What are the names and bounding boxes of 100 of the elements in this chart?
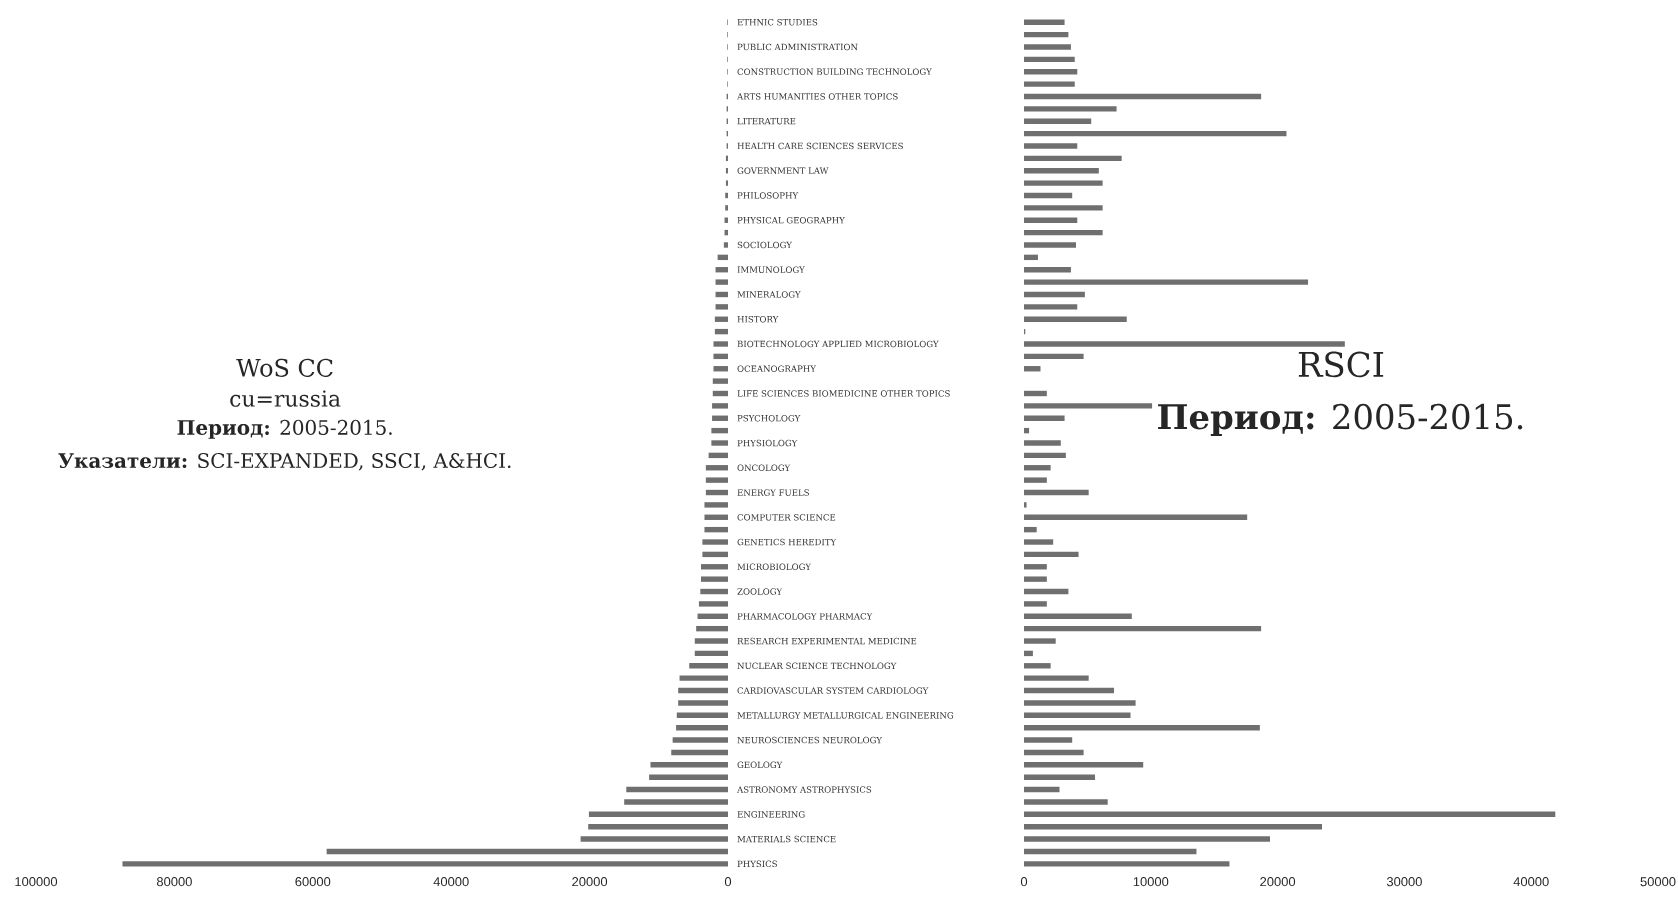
- bar: [1024, 823, 1322, 830]
- bar: [1024, 279, 1309, 285]
- bar: [1024, 700, 1136, 706]
- bar: [1024, 168, 1099, 174]
- bar: [712, 403, 728, 409]
- bar: [1024, 712, 1131, 718]
- bar: [624, 799, 728, 805]
- bar: [1024, 155, 1122, 162]
- bar: [704, 514, 728, 520]
- bar: [1024, 737, 1073, 743]
- bar: [701, 564, 728, 570]
- bar: [1024, 675, 1089, 681]
- bar: [1024, 526, 1037, 533]
- bar: [708, 452, 728, 459]
- bar: [1024, 625, 1262, 632]
- bar: [701, 576, 728, 582]
- bar: [580, 836, 728, 842]
- bar: [588, 823, 728, 830]
- bar: [1024, 861, 1230, 867]
- bar: [1024, 242, 1076, 248]
- bar: [679, 675, 728, 681]
- bar: [1024, 304, 1078, 310]
- bar: [1024, 465, 1051, 471]
- bar: [1024, 638, 1056, 644]
- bar: [715, 291, 728, 298]
- bar: [1024, 811, 1556, 818]
- bar: [1024, 551, 1079, 558]
- bar: [626, 786, 728, 793]
- bar: [697, 613, 728, 619]
- bar: [1024, 663, 1051, 669]
- annotation: cu=russia: [230, 390, 341, 407]
- bar: [1024, 613, 1132, 619]
- annotation: RSCI: [1298, 351, 1384, 378]
- bar: [1024, 687, 1115, 694]
- bar: [1024, 31, 1069, 38]
- bar: [1024, 180, 1103, 186]
- bar: [1024, 44, 1071, 50]
- bar: [698, 601, 728, 607]
- bar: [1024, 81, 1075, 87]
- bar: [700, 588, 728, 595]
- bar: [678, 700, 728, 706]
- annotation: WoS CC: [236, 358, 333, 377]
- bar: [714, 316, 728, 322]
- bar: [1024, 267, 1071, 273]
- bar: [1024, 724, 1260, 731]
- bar: [1024, 192, 1073, 199]
- bar: [326, 848, 728, 855]
- bar: [705, 465, 728, 471]
- bar: [1024, 576, 1047, 582]
- annotation: Период: 2005-2015.: [177, 419, 392, 439]
- bar: [649, 774, 728, 780]
- bar: [1024, 415, 1065, 421]
- bar: [1024, 564, 1047, 570]
- bar: [1024, 291, 1085, 298]
- bar: [650, 762, 728, 768]
- bar: [702, 539, 728, 545]
- annotation: Период: 2005-2015.: [1158, 403, 1523, 437]
- bar: [1024, 93, 1262, 100]
- bar: [676, 712, 728, 718]
- bar: [715, 267, 728, 273]
- bar: [1024, 427, 1030, 434]
- bar: [705, 489, 728, 496]
- bar: [1024, 440, 1061, 446]
- bar: [1024, 143, 1078, 149]
- bar: [1024, 650, 1033, 657]
- bar: [1024, 477, 1047, 483]
- bar: [672, 737, 728, 743]
- bar: [712, 378, 728, 384]
- bar: [694, 650, 728, 657]
- bar: [713, 366, 728, 372]
- bar: [1024, 799, 1108, 805]
- bar: [705, 477, 728, 483]
- bar: [715, 279, 728, 285]
- bar: [702, 551, 728, 558]
- bar: [1024, 316, 1127, 322]
- bar: [588, 811, 728, 818]
- bar: [1024, 118, 1092, 124]
- bar: [1024, 353, 1084, 360]
- bar: [1024, 229, 1103, 236]
- annotation: Указатели: SCI-EXPANDED, SSCI, A&HCI.: [58, 453, 511, 471]
- bar: [1024, 69, 1078, 75]
- bar: [1024, 836, 1270, 842]
- bar: [714, 328, 728, 335]
- bar: [704, 502, 728, 508]
- bar: [712, 415, 728, 421]
- bar: [1024, 489, 1089, 496]
- bar: [712, 390, 728, 397]
- bar: [1024, 762, 1144, 768]
- bar: [1024, 106, 1117, 112]
- bar: [711, 440, 728, 446]
- bar: [694, 638, 728, 644]
- bar: [1024, 588, 1069, 595]
- bar: [1024, 749, 1084, 756]
- bar: [1024, 601, 1047, 607]
- bar: [1024, 254, 1038, 261]
- bar: [696, 625, 728, 632]
- bar: [122, 861, 728, 867]
- bar: [1024, 19, 1065, 25]
- bar: [1024, 774, 1096, 780]
- bar: [1024, 514, 1248, 520]
